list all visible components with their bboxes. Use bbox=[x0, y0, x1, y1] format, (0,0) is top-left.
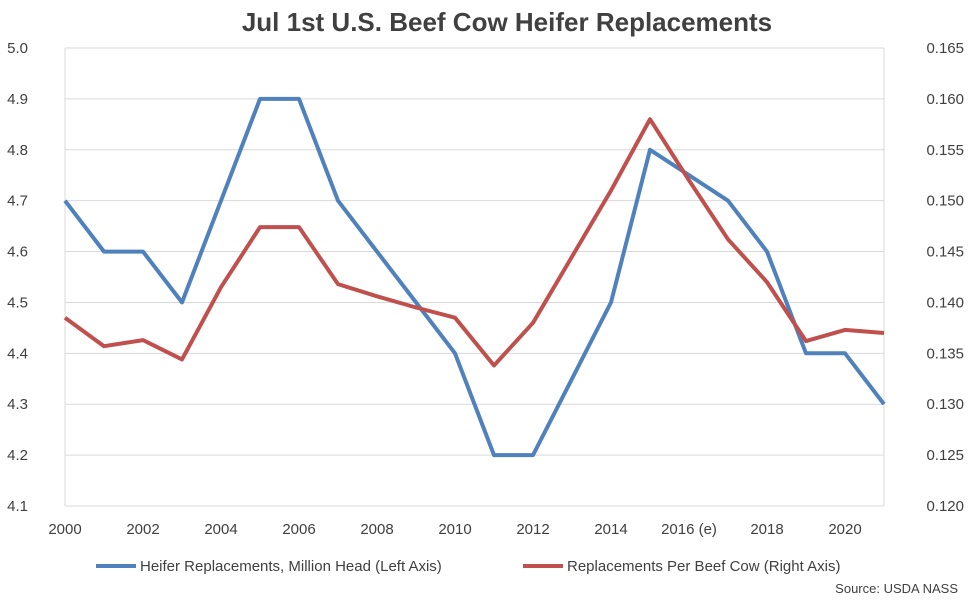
x-tick-label: 2020 bbox=[828, 521, 861, 538]
right-axis-ticks: 0.120 0.125 0.130 0.135 0.140 0.145 0.150 0.155… bbox=[926, 40, 964, 515]
left-tick-label: 4.7 bbox=[7, 193, 28, 210]
left-tick-label: 4.5 bbox=[7, 294, 28, 311]
x-tick-label: 2010 bbox=[438, 521, 471, 538]
right-tick-label: 0.125 bbox=[926, 447, 964, 464]
x-tick-label: 2016 (e) bbox=[661, 521, 717, 538]
left-tick-label: 4.4 bbox=[7, 345, 28, 362]
right-tick-label: 0.145 bbox=[926, 244, 964, 261]
series-line-replacements-per-cow bbox=[63, 117, 885, 368]
x-tick-label: 2006 bbox=[282, 521, 315, 538]
legend-label-heifer-replacements: Heifer Replacements, Million Head (Left … bbox=[140, 558, 442, 575]
x-tick-label: 2004 bbox=[204, 521, 237, 538]
right-tick-label: 0.150 bbox=[926, 193, 964, 210]
left-tick-label: 4.6 bbox=[7, 244, 28, 261]
chart-title: Jul 1st U.S. Beef Cow Heifer Replacement… bbox=[242, 7, 772, 37]
left-tick-label: 4.2 bbox=[7, 447, 28, 464]
x-tick-label: 2018 bbox=[750, 521, 783, 538]
legend-label-replacements-per-cow: Replacements Per Beef Cow (Right Axis) bbox=[567, 558, 840, 575]
right-tick-label: 0.135 bbox=[926, 345, 964, 362]
right-tick-label: 0.165 bbox=[926, 40, 964, 57]
left-tick-label: 5.0 bbox=[7, 40, 28, 57]
x-tick-label: 2012 bbox=[516, 521, 549, 538]
series-line-heifer-replacements bbox=[63, 96, 886, 458]
right-tick-label: 0.155 bbox=[926, 142, 964, 159]
x-tick-label: 2000 bbox=[48, 521, 81, 538]
right-tick-label: 0.160 bbox=[926, 91, 964, 108]
source-note: Source: USDA NASS bbox=[835, 581, 958, 596]
x-tick-label: 2002 bbox=[126, 521, 159, 538]
left-axis-ticks: 4.1 4.2 4.3 4.4 4.5 4.6 4.7 4.8 4.9 5.0 bbox=[7, 40, 28, 515]
right-tick-label: 0.130 bbox=[926, 396, 964, 413]
right-tick-label: 0.140 bbox=[926, 294, 964, 311]
left-tick-label: 4.9 bbox=[7, 91, 28, 108]
right-tick-label: 0.120 bbox=[926, 498, 964, 515]
series-lines bbox=[63, 96, 886, 458]
x-tick-label: 2008 bbox=[360, 521, 393, 538]
left-tick-label: 4.3 bbox=[7, 396, 28, 413]
x-tick-label: 2014 bbox=[594, 521, 627, 538]
x-axis-ticks: 2000 2002 2004 2006 2008 2010 2012 2014 2016 (e)… bbox=[48, 521, 861, 538]
legend: Heifer Replacements, Million Head (Left … bbox=[96, 558, 840, 575]
left-tick-label: 4.8 bbox=[7, 142, 28, 159]
left-tick-label: 4.1 bbox=[7, 498, 28, 515]
